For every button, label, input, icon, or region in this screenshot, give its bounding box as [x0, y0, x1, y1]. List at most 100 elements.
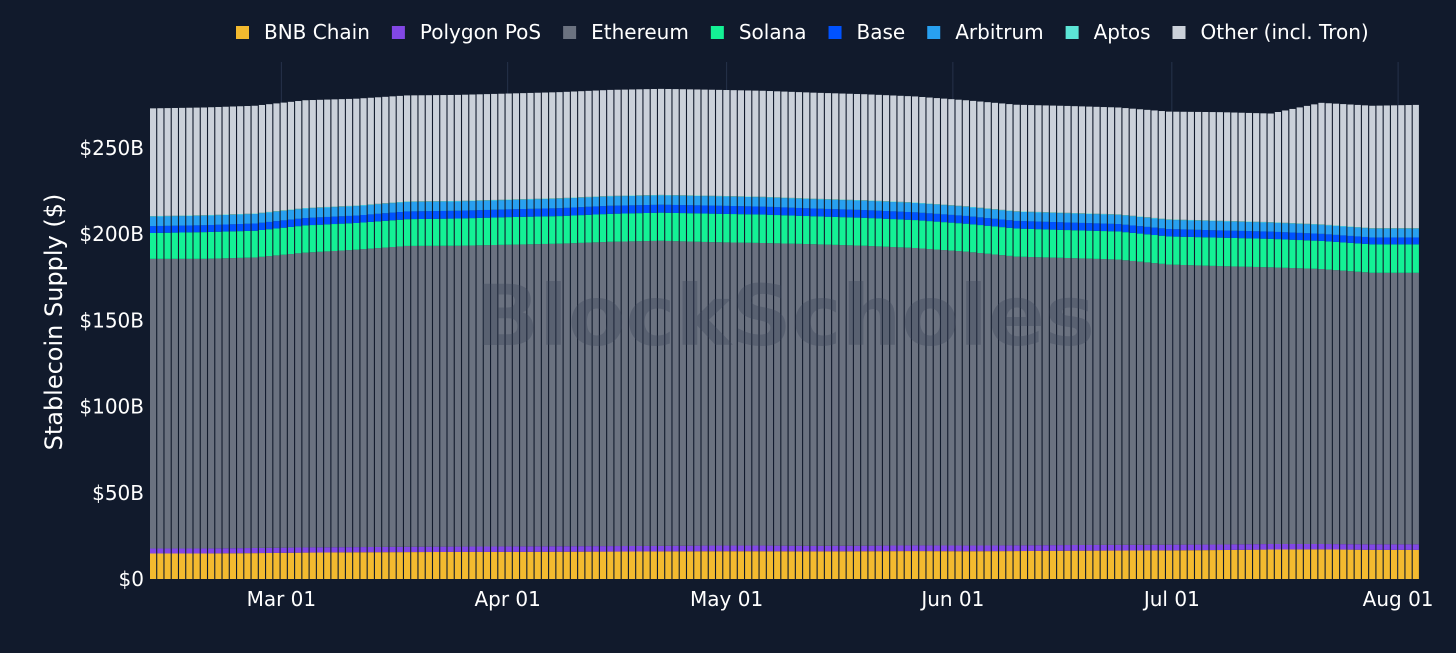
- x-tick-label: Jul 01: [1142, 587, 1200, 611]
- bar-segment: [1100, 214, 1107, 224]
- bar-segment: [200, 107, 207, 216]
- bar-segment: [1332, 234, 1340, 242]
- bar-segment: [411, 552, 418, 579]
- legend-item[interactable]: Polygon PoS: [391, 20, 541, 44]
- bar-segment: [498, 93, 505, 200]
- bar-segment: [541, 208, 549, 217]
- bar-segment: [817, 198, 824, 200]
- bar-segment: [1282, 222, 1289, 224]
- bar-segment: [208, 258, 215, 549]
- bar-segment: [179, 216, 186, 226]
- bar-segment: [1209, 237, 1216, 266]
- bar-segment: [353, 249, 360, 548]
- bar-segment: [1383, 105, 1390, 229]
- bar-segment: [418, 95, 425, 202]
- bar-segment: [367, 552, 374, 579]
- bar-segment: [991, 551, 998, 579]
- bar-segment: [1398, 228, 1405, 238]
- bar-segment: [701, 545, 708, 552]
- bar-segment: [549, 216, 556, 244]
- bar-segment: [208, 107, 215, 215]
- bar-segment: [316, 547, 324, 553]
- bar-segment: [1187, 229, 1194, 237]
- bar-segment: [788, 551, 795, 579]
- bar-segment: [266, 211, 273, 213]
- bar-segment: [1376, 237, 1383, 245]
- bar-segment: [1144, 544, 1151, 551]
- bar-segment: [970, 545, 977, 552]
- bar-segment: [295, 208, 302, 210]
- bar-segment: [302, 225, 309, 253]
- bar-segment: [258, 104, 266, 213]
- bar-segment: [861, 94, 868, 201]
- bar-segment: [179, 225, 186, 233]
- bar-segment: [440, 245, 447, 547]
- bar-segment: [1020, 221, 1028, 229]
- bar-segment: [309, 225, 316, 253]
- bar-segment: [890, 551, 897, 579]
- bar-segment: [1093, 106, 1100, 214]
- bar-segment: [912, 212, 919, 221]
- bar-segment: [708, 89, 715, 196]
- bar-segment: [759, 242, 766, 546]
- bar-segment: [1260, 238, 1267, 268]
- legend-item[interactable]: Base: [828, 20, 906, 44]
- legend-item[interactable]: Solana: [710, 20, 807, 44]
- bar-segment: [1267, 238, 1274, 268]
- bar-segment: [1340, 270, 1347, 545]
- bar-segment: [425, 218, 432, 246]
- bar-segment: [208, 215, 215, 225]
- bar-segment: [251, 257, 258, 548]
- legend-item[interactable]: Aptos: [1065, 20, 1151, 44]
- bar-segment: [861, 245, 868, 546]
- bar-segment: [469, 94, 476, 201]
- bar-segment: [694, 205, 701, 214]
- bar-segment: [650, 204, 657, 213]
- bar-segment: [1107, 259, 1115, 545]
- bar-segment: [1078, 544, 1086, 551]
- bar-segment: [1260, 221, 1267, 223]
- bar-segment: [1057, 222, 1064, 230]
- bar-segment: [658, 212, 665, 241]
- legend-item[interactable]: BNB Chain: [236, 20, 370, 44]
- bar-segment: [795, 215, 803, 244]
- bar-segment: [592, 197, 599, 207]
- bar-segment: [1049, 545, 1057, 551]
- bar-segment: [614, 546, 621, 552]
- bar-segment: [360, 205, 367, 215]
- bar-segment: [1369, 544, 1376, 550]
- bar-segment: [636, 89, 643, 196]
- bar-segment: [578, 91, 585, 198]
- bar-segment: [258, 213, 266, 223]
- bar-segment: [1361, 243, 1369, 273]
- bar-segment: [1166, 236, 1173, 265]
- bar-segment: [1354, 544, 1361, 550]
- bar-segment: [803, 216, 810, 245]
- legend-item[interactable]: Other (incl. Tron): [1172, 20, 1369, 44]
- bar-segment: [563, 243, 570, 547]
- bar-segment: [1071, 545, 1078, 551]
- legend-item[interactable]: Ethereum: [563, 20, 689, 44]
- legend-item[interactable]: Arbitrum: [927, 20, 1044, 44]
- bar-segment: [302, 208, 309, 218]
- bar-segment: [1245, 221, 1252, 223]
- bar-segment: [1195, 111, 1202, 221]
- bar-segment: [280, 547, 287, 553]
- bar-segment: [570, 546, 578, 552]
- bar-segment: [1129, 260, 1136, 545]
- bar-segment: [1115, 544, 1122, 551]
- bar-segment: [215, 231, 222, 259]
- watermark-logo: BlockScholes: [475, 267, 1095, 365]
- bar-segment: [839, 551, 846, 579]
- y-axis-title: Stablecoin Supply ($): [40, 194, 68, 451]
- bar-segment: [999, 551, 1006, 579]
- bar-segment: [665, 551, 672, 579]
- bar-segment: [208, 231, 215, 259]
- bar-segment: [527, 546, 534, 552]
- bar-segment: [563, 546, 570, 552]
- bar-segment: [737, 90, 744, 197]
- bar-segment: [919, 248, 926, 546]
- bar-segment: [970, 551, 977, 579]
- bar-segment: [1376, 228, 1383, 238]
- bar-segment: [904, 96, 911, 203]
